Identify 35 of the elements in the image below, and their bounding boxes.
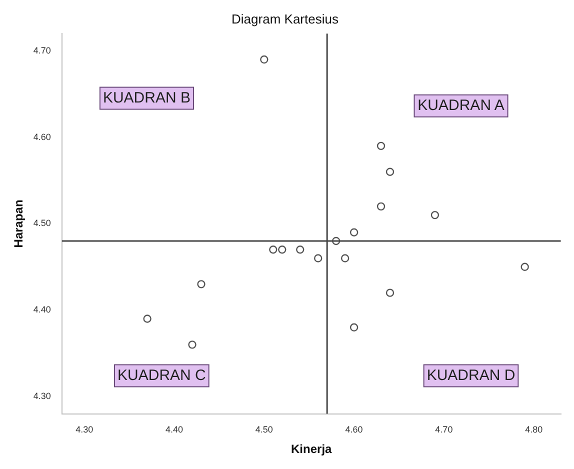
x-tick-label: 4.30 (76, 424, 94, 435)
x-tick-label: 4.60 (345, 424, 363, 435)
point (350, 323, 358, 332)
point (376, 142, 386, 150)
point (269, 246, 278, 254)
annotation: KUADRAN D (426, 366, 516, 384)
point (520, 262, 529, 272)
y-tick-label: 4.70 (33, 45, 51, 56)
point (314, 254, 322, 262)
annotation: KUADRAN C (118, 366, 206, 384)
y-tick-label: 4.40 (33, 304, 51, 315)
x-axis-title: Kinerja (291, 442, 332, 456)
y-tick-label: 4.50 (33, 218, 51, 228)
annotation: KUADRAN B (102, 89, 190, 106)
x-tick-label: 4.80 (525, 424, 543, 435)
point (376, 202, 386, 211)
y-tick-label: 4.60 (33, 132, 51, 142)
y-tick-label: 4.30 (33, 391, 51, 402)
annotation: KUADRAN A (418, 96, 504, 114)
point (386, 288, 394, 297)
point (260, 55, 268, 64)
point (430, 210, 440, 220)
point (296, 246, 304, 254)
chart-title: Diagram Kartesius (232, 11, 339, 26)
point (188, 340, 196, 349)
x-tick-label: 4.50 (255, 424, 273, 435)
x-tick-label: 4.70 (435, 424, 453, 435)
point (386, 168, 394, 176)
point (197, 280, 206, 288)
y-axis-title: Harapan (12, 200, 26, 248)
x-tick-label: 4.40 (166, 424, 184, 435)
point (350, 228, 358, 236)
point (278, 246, 286, 254)
point (143, 314, 152, 323)
point (340, 254, 350, 262)
